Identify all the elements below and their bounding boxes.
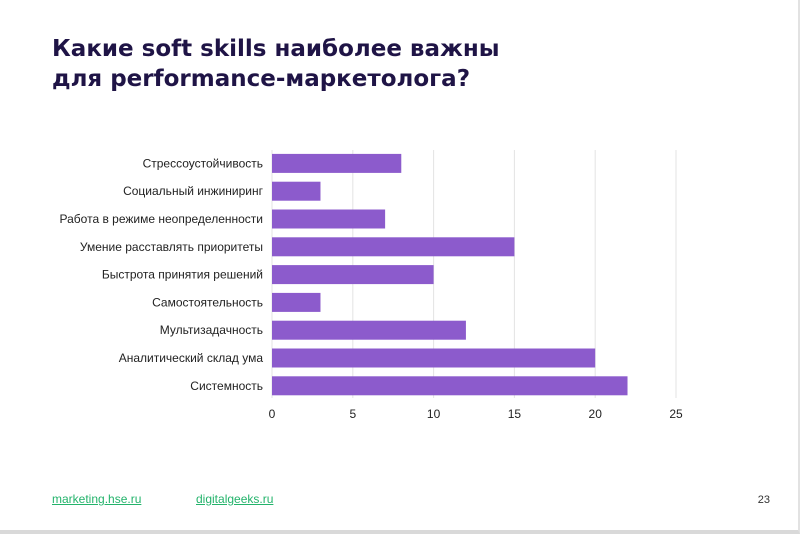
bar (272, 320, 466, 340)
bar (272, 265, 434, 285)
title-line-2: для performance-маркетолога? (52, 66, 471, 92)
x-tick-label: 15 (508, 407, 522, 421)
page-title: Какие soft skills наиболее важны для per… (52, 34, 652, 94)
x-tick-label: 25 (669, 407, 683, 421)
page-number: 23 (757, 494, 770, 506)
footer-link-marketing[interactable]: marketing.hse.ru (52, 492, 142, 506)
category-label: Быстрота принятия решений (102, 268, 263, 282)
category-label: Самостоятельность (152, 295, 263, 309)
bar (272, 153, 402, 173)
bar (272, 348, 596, 368)
category-label: Мультизадачность (160, 323, 263, 337)
x-tick-label: 5 (349, 407, 356, 421)
footer-link-digitalgeeks[interactable]: digitalgeeks.ru (196, 492, 274, 506)
bar (272, 292, 321, 312)
category-label: Умение расставлять приоритеты (80, 240, 263, 254)
bar (272, 376, 628, 396)
category-label: Стрессоустойчивость (143, 156, 263, 170)
x-tick-label: 20 (589, 407, 603, 421)
category-label: Аналитический склад ума (119, 351, 264, 365)
x-tick-label: 0 (269, 407, 276, 421)
category-label: Работа в режиме неопределенности (60, 212, 263, 226)
x-tick-label: 10 (427, 407, 441, 421)
bar (272, 237, 515, 257)
bar (272, 209, 386, 229)
title-line-1: Какие soft skills наиболее важны (52, 36, 500, 62)
category-label: Системность (190, 379, 263, 393)
category-label: Социальный инжиниринг (123, 184, 264, 198)
bar (272, 181, 321, 201)
